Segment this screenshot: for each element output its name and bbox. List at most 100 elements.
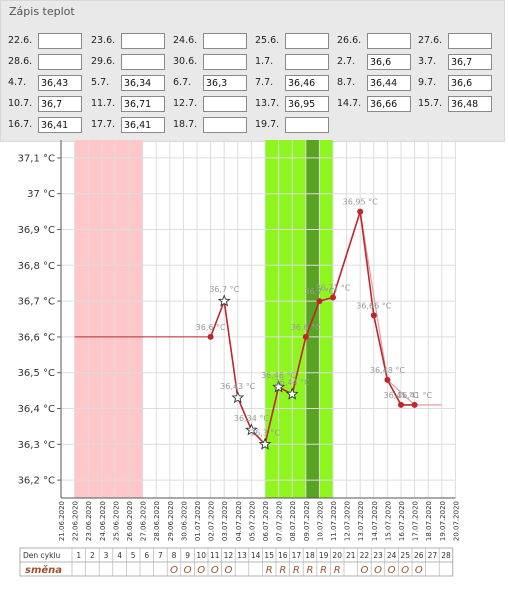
x-tick-label: 05.07.2020 [248,501,256,541]
entry-date-label: 25.6. [255,35,280,46]
x-tick-label: 18.07.2020 [425,501,433,541]
x-tick-label: 25.06.2020 [112,501,120,541]
temperature-input[interactable] [285,75,329,91]
x-tick-label: 12.07.2020 [344,501,352,541]
temperature-input[interactable] [448,75,492,91]
temperature-input[interactable] [203,117,247,133]
x-tick-label: 14.07.2020 [371,501,379,541]
temperature-input[interactable] [203,54,247,70]
cycle-shift-mark: O [360,565,368,576]
temperature-input[interactable] [367,96,411,112]
temperature-input[interactable] [448,54,492,70]
cycle-day-number: 14 [251,551,261,560]
cycle-shift-mark: O [170,565,178,576]
entry-date-label: 14.7. [337,98,362,109]
cycle-day-number: 4 [117,551,122,560]
temperature-chart: 36,2 °C 36,3 °C 36,4 °C 36,5 °C 36,6 °C 36,7 … [18,140,460,577]
temperature-input[interactable] [203,75,247,91]
entry-date-label: 3.7. [418,56,437,67]
cycle-day-number: 9 [185,551,190,560]
x-tick-label: 28.06.2020 [153,501,161,541]
data-label: 36,6 °C [196,323,226,332]
entry-date-label: 4.7. [8,77,27,88]
temperature-input[interactable] [38,117,82,133]
x-tick-label: 27.06.2020 [140,501,148,541]
cycle-shift-mark: O [374,565,382,576]
data-label: 36,71 °C [315,284,350,293]
cycle-day-number: 8 [172,551,177,560]
temperature-input[interactable] [121,117,165,133]
cycle-day-number: 28 [441,551,451,560]
temperature-input[interactable] [367,33,411,49]
temperature-input[interactable] [203,33,247,49]
temperature-input[interactable] [285,117,329,133]
data-point [384,376,391,383]
x-tick-label: 19.07.2020 [439,501,447,541]
temperature-input[interactable] [38,96,82,112]
data-point [370,312,377,319]
temperature-input[interactable] [38,33,82,49]
temperature-input[interactable] [38,75,82,91]
x-tick-label: 23.06.2020 [85,501,93,541]
cycle-day-number: 26 [414,551,424,560]
data-point [357,208,364,215]
x-tick-label: 07.07.2020 [276,501,284,541]
x-tick-label: 17.07.2020 [412,501,420,541]
data-point-star [272,380,285,393]
data-point [330,294,336,301]
cycle-day-number: 16 [278,551,288,560]
cycle-day-number: 18 [305,551,315,560]
cycle-day-number: 19 [319,551,329,560]
entry-date-label: 26.6. [337,35,362,46]
temperature-input[interactable] [121,96,165,112]
temperature-input[interactable] [367,75,411,91]
temperature-input[interactable] [38,54,82,70]
y-tick-label: 36,6 °C [18,332,55,343]
y-tick-label: 37,1 °C [18,153,55,164]
band-period [74,140,143,498]
y-tick-label: 36,2 °C [18,476,55,487]
entry-date-label: 7.7. [255,77,274,88]
data-label: 36,48 °C [370,366,405,375]
x-tick-label: 02.07.2020 [208,501,216,541]
temperature-input[interactable] [448,96,492,112]
y-tick-label: 36,8 °C [18,261,55,272]
temperature-input[interactable] [367,54,411,70]
entry-date-label: 9.7. [418,77,437,88]
entry-date-label: 15.7. [418,98,443,109]
entry-date-label: 6.7. [173,77,192,88]
entry-date-label: 27.6. [418,35,443,46]
temperature-input[interactable] [448,33,492,49]
x-tick-label: 30.06.2020 [180,501,188,541]
temperature-input[interactable] [203,96,247,112]
cycle-day-number: 22 [360,551,370,560]
temperature-input[interactable] [121,33,165,49]
cycle-day-number: 27 [428,551,438,560]
cycle-day-number: 6 [144,551,149,560]
entry-date-label: 11.7. [91,98,116,109]
x-tick-label: 01.07.2020 [194,501,202,541]
temperature-input[interactable] [285,54,329,70]
cycle-shift-mark: R [307,565,314,576]
x-tick-label: 11.07.2020 [330,501,338,541]
entry-date-label: 18.7. [173,119,198,130]
cycle-day-number: 1 [76,551,81,560]
entry-date-label: 16.7. [8,119,33,130]
data-label: 36,6 °C [291,323,321,332]
temperature-input[interactable] [285,96,329,112]
entry-date-label: 8.7. [337,77,356,88]
cycle-row-label: směna [25,564,62,576]
x-tick-label: 20.07.2020 [452,501,460,541]
data-label: 36,44 °C [275,378,310,387]
data-label: 36,43 °C [220,382,255,391]
temperature-input[interactable] [285,33,329,49]
temperature-input[interactable] [121,75,165,91]
data-label: 36,7 °C [304,287,334,296]
y-tick-label: 36,3 °C [18,440,55,451]
entry-date-label: 30.6. [173,56,198,67]
chart-grid [60,140,456,499]
entry-date-label: 17.7. [91,119,116,130]
temperature-input[interactable] [121,54,165,70]
y-tick-label: 36,5 °C [18,368,55,379]
